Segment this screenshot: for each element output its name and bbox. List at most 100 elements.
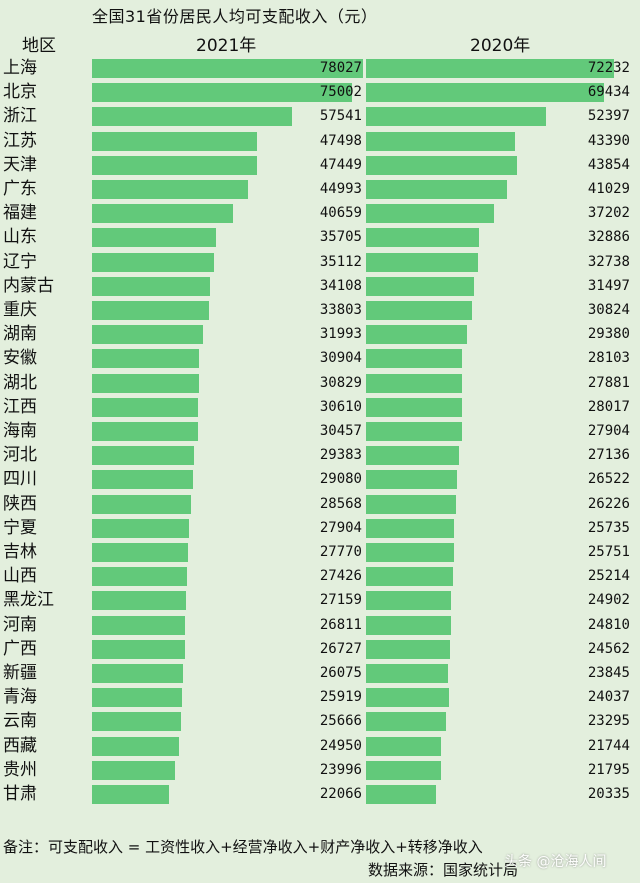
value-label-2020: 21795 — [587, 761, 630, 778]
value-label-2021: 40659 — [319, 205, 362, 222]
value-label-2020: 24562 — [587, 640, 630, 657]
category-label: 广西 — [3, 638, 37, 659]
bar-2021 — [92, 518, 189, 538]
bar-2021 — [92, 131, 257, 151]
bar-2020 — [366, 276, 475, 296]
bar-2021 — [92, 397, 199, 417]
category-label: 湖北 — [3, 372, 37, 393]
chart-row: 海南 30457 27904 — [0, 419, 640, 443]
category-label: 内蒙古 — [3, 275, 54, 296]
value-label-2021: 27159 — [319, 592, 362, 609]
value-label-2020: 31497 — [587, 277, 630, 294]
value-label-2020: 43390 — [587, 132, 630, 149]
bar-2021 — [92, 567, 188, 587]
bar-2020 — [366, 422, 462, 441]
bar-2021 — [92, 180, 249, 199]
bar-2020 — [366, 664, 448, 683]
value-label-2020: 69434 — [587, 84, 630, 101]
chart-row: 宁夏 27904 25735 — [0, 516, 640, 540]
category-label: 江苏 — [3, 130, 37, 151]
bar-2020 — [366, 567, 453, 587]
value-label-2020: 72232 — [587, 60, 630, 76]
value-label-2021: 25666 — [319, 713, 362, 730]
bar-2020 — [366, 83, 605, 103]
chart-row: 重庆 33803 30824 — [0, 298, 640, 322]
bar-2020 — [366, 470, 458, 490]
category-label: 山东 — [3, 227, 37, 248]
chart-row: 江西 30610 28017 — [0, 395, 640, 419]
value-label-2021: 31993 — [319, 326, 362, 343]
value-label-2021: 44993 — [319, 181, 362, 197]
value-label-2020: 20335 — [587, 786, 630, 802]
chart-row: 河北 29383 27136 — [0, 443, 640, 467]
bar-2021 — [92, 494, 192, 514]
value-label-2020: 43854 — [587, 156, 630, 173]
bar-2021 — [92, 204, 234, 224]
value-label-2020: 25751 — [587, 544, 630, 560]
bar-2021 — [92, 736, 179, 756]
bar-2020 — [366, 712, 446, 732]
value-label-2020: 27136 — [587, 447, 630, 464]
bar-2021 — [92, 276, 211, 296]
bar-2020 — [366, 252, 479, 272]
chart-row: 江苏 47498 43390 — [0, 129, 640, 153]
value-label-2020: 32886 — [587, 229, 630, 246]
category-label: 河北 — [3, 445, 37, 466]
bar-2020 — [366, 349, 463, 369]
bar-2020 — [366, 543, 455, 562]
value-label-2021: 26727 — [319, 640, 362, 657]
bar-2021 — [92, 785, 169, 804]
category-label: 广东 — [3, 179, 37, 199]
bar-2021 — [92, 422, 198, 441]
value-label-2021: 35112 — [319, 253, 362, 270]
value-label-2021: 28568 — [319, 495, 362, 512]
region-column-header: 地区 — [22, 36, 56, 56]
chart-row: 山东 35705 32886 — [0, 225, 640, 249]
bar-2020 — [366, 639, 451, 659]
value-label-2020: 24810 — [587, 616, 630, 633]
chart-row: 河南 26811 24810 — [0, 613, 640, 637]
value-label-2021: 27770 — [319, 544, 362, 560]
chart-row: 天津 47449 43854 — [0, 153, 640, 177]
category-label: 青海 — [3, 687, 37, 708]
value-label-2021: 35705 — [319, 229, 362, 246]
value-label-2020: 29380 — [587, 326, 630, 343]
value-label-2020: 25735 — [587, 519, 630, 536]
category-label: 海南 — [3, 421, 37, 441]
bar-2020 — [366, 59, 614, 78]
category-label: 河南 — [3, 614, 37, 635]
value-label-2021: 27904 — [319, 519, 362, 536]
chart-row: 新疆 26075 23845 — [0, 661, 640, 685]
value-label-2020: 37202 — [587, 205, 630, 222]
value-label-2021: 47449 — [319, 156, 362, 173]
bar-2021 — [92, 446, 195, 466]
value-label-2020: 26226 — [587, 495, 630, 512]
chart-row: 福建 40659 37202 — [0, 201, 640, 225]
value-label-2021: 27426 — [319, 568, 362, 585]
category-label: 陕西 — [3, 493, 37, 514]
chart-row: 辽宁 35112 32738 — [0, 250, 640, 274]
bar-2021 — [92, 470, 193, 490]
bar-2020 — [366, 301, 472, 320]
category-label: 山西 — [3, 566, 37, 587]
value-label-2021: 22066 — [319, 786, 362, 802]
value-label-2021: 75002 — [319, 84, 362, 101]
bar-2021 — [92, 543, 189, 562]
bar-2020 — [366, 785, 436, 804]
category-label: 云南 — [3, 711, 37, 732]
bar-2020 — [366, 373, 462, 393]
value-label-2021: 29383 — [319, 447, 362, 464]
bar-2020 — [366, 204, 494, 224]
series-header-2021: 2021年 — [196, 36, 257, 56]
value-label-2020: 21744 — [587, 737, 630, 754]
value-label-2021: 25919 — [319, 689, 362, 706]
category-label: 湖南 — [3, 324, 37, 345]
category-label: 重庆 — [3, 300, 37, 320]
value-label-2020: 26522 — [587, 471, 630, 488]
value-label-2020: 28103 — [587, 350, 630, 367]
chart-row: 甘肃 22066 20335 — [0, 782, 640, 806]
chart-row: 陕西 28568 26226 — [0, 492, 640, 516]
category-label: 贵州 — [3, 759, 37, 780]
bar-2020 — [366, 494, 457, 514]
value-label-2021: 30829 — [319, 374, 362, 391]
